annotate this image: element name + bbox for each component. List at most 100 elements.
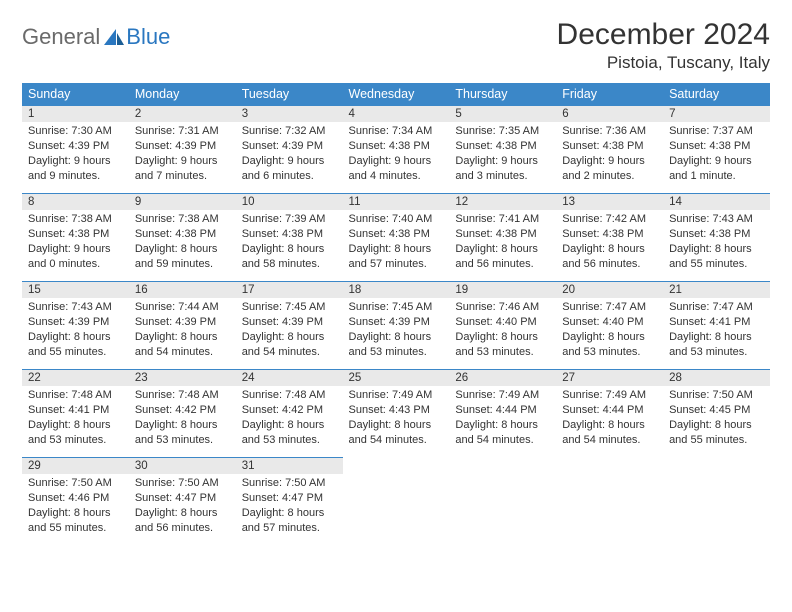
- calendar-day-cell: 17Sunrise: 7:45 AMSunset: 4:39 PMDayligh…: [236, 281, 343, 369]
- calendar-day-cell: [343, 457, 450, 545]
- calendar-day-cell: 12Sunrise: 7:41 AMSunset: 4:38 PMDayligh…: [449, 193, 556, 281]
- day-number: 14: [663, 193, 770, 210]
- day-details: Sunrise: 7:47 AMSunset: 4:41 PMDaylight:…: [663, 298, 770, 365]
- day-number: 8: [22, 193, 129, 210]
- day-number: 30: [129, 457, 236, 474]
- day-details: Sunrise: 7:48 AMSunset: 4:42 PMDaylight:…: [129, 386, 236, 453]
- day-number: 17: [236, 281, 343, 298]
- day-details: Sunrise: 7:45 AMSunset: 4:39 PMDaylight:…: [343, 298, 450, 365]
- logo-text-blue: Blue: [126, 24, 170, 50]
- day-details: Sunrise: 7:47 AMSunset: 4:40 PMDaylight:…: [556, 298, 663, 365]
- day-details: Sunrise: 7:50 AMSunset: 4:47 PMDaylight:…: [236, 474, 343, 541]
- day-details: Sunrise: 7:38 AMSunset: 4:38 PMDaylight:…: [22, 210, 129, 277]
- day-number: 11: [343, 193, 450, 210]
- calendar-day-cell: 8Sunrise: 7:38 AMSunset: 4:38 PMDaylight…: [22, 193, 129, 281]
- day-details: Sunrise: 7:48 AMSunset: 4:41 PMDaylight:…: [22, 386, 129, 453]
- calendar-day-cell: 15Sunrise: 7:43 AMSunset: 4:39 PMDayligh…: [22, 281, 129, 369]
- logo-text-general: General: [22, 24, 100, 50]
- page-title: December 2024: [557, 18, 770, 52]
- calendar-day-cell: 21Sunrise: 7:47 AMSunset: 4:41 PMDayligh…: [663, 281, 770, 369]
- day-number: 9: [129, 193, 236, 210]
- calendar-day-cell: 19Sunrise: 7:46 AMSunset: 4:40 PMDayligh…: [449, 281, 556, 369]
- day-number: 26: [449, 369, 556, 386]
- day-number: 16: [129, 281, 236, 298]
- day-details: Sunrise: 7:43 AMSunset: 4:38 PMDaylight:…: [663, 210, 770, 277]
- weekday-header-row: Sunday Monday Tuesday Wednesday Thursday…: [22, 83, 770, 105]
- day-number: 19: [449, 281, 556, 298]
- day-number: 10: [236, 193, 343, 210]
- calendar-day-cell: 20Sunrise: 7:47 AMSunset: 4:40 PMDayligh…: [556, 281, 663, 369]
- day-details: Sunrise: 7:30 AMSunset: 4:39 PMDaylight:…: [22, 122, 129, 189]
- day-details: Sunrise: 7:43 AMSunset: 4:39 PMDaylight:…: [22, 298, 129, 365]
- calendar-week-row: 29Sunrise: 7:50 AMSunset: 4:46 PMDayligh…: [22, 457, 770, 545]
- calendar-week-row: 15Sunrise: 7:43 AMSunset: 4:39 PMDayligh…: [22, 281, 770, 369]
- day-details: Sunrise: 7:49 AMSunset: 4:43 PMDaylight:…: [343, 386, 450, 453]
- day-details: Sunrise: 7:34 AMSunset: 4:38 PMDaylight:…: [343, 122, 450, 189]
- calendar-day-cell: 22Sunrise: 7:48 AMSunset: 4:41 PMDayligh…: [22, 369, 129, 457]
- title-block: December 2024 Pistoia, Tuscany, Italy: [557, 18, 770, 73]
- day-details: Sunrise: 7:35 AMSunset: 4:38 PMDaylight:…: [449, 122, 556, 189]
- day-number: 5: [449, 105, 556, 122]
- day-details: Sunrise: 7:44 AMSunset: 4:39 PMDaylight:…: [129, 298, 236, 365]
- calendar-day-cell: 6Sunrise: 7:36 AMSunset: 4:38 PMDaylight…: [556, 105, 663, 193]
- calendar-day-cell: 28Sunrise: 7:50 AMSunset: 4:45 PMDayligh…: [663, 369, 770, 457]
- calendar-week-row: 1Sunrise: 7:30 AMSunset: 4:39 PMDaylight…: [22, 105, 770, 193]
- day-details: Sunrise: 7:49 AMSunset: 4:44 PMDaylight:…: [556, 386, 663, 453]
- logo-sail-icon: [104, 29, 124, 52]
- day-details: Sunrise: 7:45 AMSunset: 4:39 PMDaylight:…: [236, 298, 343, 365]
- day-details: Sunrise: 7:41 AMSunset: 4:38 PMDaylight:…: [449, 210, 556, 277]
- day-number: 22: [22, 369, 129, 386]
- day-details: Sunrise: 7:39 AMSunset: 4:38 PMDaylight:…: [236, 210, 343, 277]
- day-number: 12: [449, 193, 556, 210]
- day-details: Sunrise: 7:40 AMSunset: 4:38 PMDaylight:…: [343, 210, 450, 277]
- weekday-header: Friday: [556, 83, 663, 105]
- day-number: 24: [236, 369, 343, 386]
- calendar-day-cell: 23Sunrise: 7:48 AMSunset: 4:42 PMDayligh…: [129, 369, 236, 457]
- day-details: Sunrise: 7:50 AMSunset: 4:46 PMDaylight:…: [22, 474, 129, 541]
- day-details: Sunrise: 7:32 AMSunset: 4:39 PMDaylight:…: [236, 122, 343, 189]
- day-details: Sunrise: 7:42 AMSunset: 4:38 PMDaylight:…: [556, 210, 663, 277]
- calendar-day-cell: 31Sunrise: 7:50 AMSunset: 4:47 PMDayligh…: [236, 457, 343, 545]
- calendar-day-cell: 2Sunrise: 7:31 AMSunset: 4:39 PMDaylight…: [129, 105, 236, 193]
- calendar-day-cell: 10Sunrise: 7:39 AMSunset: 4:38 PMDayligh…: [236, 193, 343, 281]
- calendar-day-cell: 14Sunrise: 7:43 AMSunset: 4:38 PMDayligh…: [663, 193, 770, 281]
- day-details: Sunrise: 7:36 AMSunset: 4:38 PMDaylight:…: [556, 122, 663, 189]
- header: General Blue December 2024 Pistoia, Tusc…: [22, 18, 770, 73]
- day-number: 29: [22, 457, 129, 474]
- day-details: Sunrise: 7:38 AMSunset: 4:38 PMDaylight:…: [129, 210, 236, 277]
- day-details: Sunrise: 7:50 AMSunset: 4:45 PMDaylight:…: [663, 386, 770, 453]
- calendar-day-cell: 7Sunrise: 7:37 AMSunset: 4:38 PMDaylight…: [663, 105, 770, 193]
- day-details: Sunrise: 7:46 AMSunset: 4:40 PMDaylight:…: [449, 298, 556, 365]
- calendar-day-cell: 5Sunrise: 7:35 AMSunset: 4:38 PMDaylight…: [449, 105, 556, 193]
- day-number: 25: [343, 369, 450, 386]
- calendar-day-cell: [663, 457, 770, 545]
- calendar-day-cell: 30Sunrise: 7:50 AMSunset: 4:47 PMDayligh…: [129, 457, 236, 545]
- calendar-day-cell: 11Sunrise: 7:40 AMSunset: 4:38 PMDayligh…: [343, 193, 450, 281]
- calendar-day-cell: 25Sunrise: 7:49 AMSunset: 4:43 PMDayligh…: [343, 369, 450, 457]
- day-number: 23: [129, 369, 236, 386]
- day-details: Sunrise: 7:48 AMSunset: 4:42 PMDaylight:…: [236, 386, 343, 453]
- day-number: 6: [556, 105, 663, 122]
- weekday-header: Sunday: [22, 83, 129, 105]
- logo: General Blue: [22, 18, 170, 50]
- calendar-day-cell: 18Sunrise: 7:45 AMSunset: 4:39 PMDayligh…: [343, 281, 450, 369]
- calendar-day-cell: 29Sunrise: 7:50 AMSunset: 4:46 PMDayligh…: [22, 457, 129, 545]
- day-number: 15: [22, 281, 129, 298]
- calendar-day-cell: 4Sunrise: 7:34 AMSunset: 4:38 PMDaylight…: [343, 105, 450, 193]
- calendar-week-row: 8Sunrise: 7:38 AMSunset: 4:38 PMDaylight…: [22, 193, 770, 281]
- calendar-day-cell: [449, 457, 556, 545]
- calendar-day-cell: 27Sunrise: 7:49 AMSunset: 4:44 PMDayligh…: [556, 369, 663, 457]
- calendar-table: Sunday Monday Tuesday Wednesday Thursday…: [22, 83, 770, 545]
- calendar-day-cell: 1Sunrise: 7:30 AMSunset: 4:39 PMDaylight…: [22, 105, 129, 193]
- day-number: 20: [556, 281, 663, 298]
- location: Pistoia, Tuscany, Italy: [557, 53, 770, 73]
- day-number: 2: [129, 105, 236, 122]
- day-number: 7: [663, 105, 770, 122]
- calendar-day-cell: 24Sunrise: 7:48 AMSunset: 4:42 PMDayligh…: [236, 369, 343, 457]
- day-number: 3: [236, 105, 343, 122]
- day-details: Sunrise: 7:31 AMSunset: 4:39 PMDaylight:…: [129, 122, 236, 189]
- weekday-header: Wednesday: [343, 83, 450, 105]
- weekday-header: Monday: [129, 83, 236, 105]
- day-number: 21: [663, 281, 770, 298]
- weekday-header: Thursday: [449, 83, 556, 105]
